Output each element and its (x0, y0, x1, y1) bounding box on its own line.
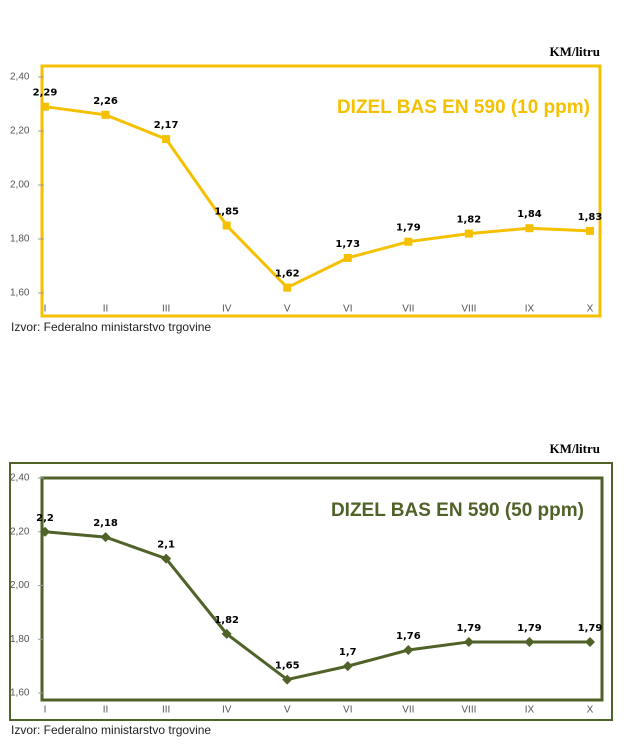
data-label: 1,73 (335, 239, 360, 250)
data-label: 2,26 (93, 96, 118, 107)
marker (41, 102, 49, 111)
x-tick-label: I (44, 705, 47, 716)
y-tick-label: 2,40 (10, 473, 30, 484)
x-tick-label: IX (525, 304, 535, 315)
source: Izvor: Federalno ministarstvo trgovine (11, 723, 211, 737)
marker (586, 226, 594, 235)
marker (221, 628, 232, 639)
data-label: 2,1 (157, 540, 175, 551)
data-label: 2,29 (33, 88, 58, 99)
chart-title: DIZEL BAS EN 590 (50 ppm) (331, 500, 584, 521)
data-label: 1,79 (517, 623, 542, 634)
data-label: 1,84 (517, 209, 542, 220)
y-tick-label: 1,60 (10, 688, 30, 699)
marker (403, 645, 414, 655)
data-label: 1,62 (275, 269, 300, 280)
marker (463, 636, 474, 647)
marker (161, 553, 172, 564)
x-tick-label: III (162, 304, 170, 315)
source: Izvor: Federalno ministarstvo trgovine (11, 320, 211, 334)
outer-frame (9, 462, 613, 721)
data-label: 2,17 (154, 120, 179, 131)
marker (283, 283, 292, 292)
unit-label: KM/litru (549, 441, 600, 456)
y-tick-label: 2,00 (10, 180, 30, 191)
marker (404, 237, 413, 246)
x-tick-label: VI (343, 705, 352, 716)
marker (524, 636, 535, 647)
data-label: 1,65 (275, 661, 300, 672)
marker (101, 110, 110, 119)
data-label: 1,7 (339, 647, 357, 658)
marker (100, 532, 111, 543)
x-tick-label: II (103, 304, 109, 315)
unit-label: KM/litru (549, 44, 600, 59)
line (44, 530, 590, 682)
marker (342, 661, 353, 672)
data-label: 1,79 (457, 623, 482, 634)
x-tick-label: VIII (461, 304, 476, 315)
x-tick-label: IX (525, 705, 535, 716)
y-tick-label: 2,00 (10, 580, 30, 591)
plot-frame (40, 64, 602, 318)
x-tick-label: I (44, 304, 47, 315)
data-label: 1,82 (214, 615, 239, 626)
y-tick-label: 1,80 (10, 234, 30, 245)
data-label: 2,2 (36, 513, 54, 524)
x-tick-label: V (284, 705, 291, 716)
x-tick-label: VII (402, 705, 414, 716)
x-tick-label: III (162, 705, 170, 716)
data-label: 1,82 (457, 215, 482, 226)
marker (282, 674, 293, 685)
x-tick-label: V (284, 304, 291, 315)
data-label: 1,85 (214, 207, 239, 218)
y-tick-label: 1,60 (10, 288, 30, 299)
marker (162, 135, 171, 144)
marker (525, 224, 534, 233)
y-tick-label: 2,20 (10, 526, 30, 537)
x-tick-label: IV (222, 705, 232, 716)
data-label: 1,83 (578, 212, 603, 223)
x-tick-label: IV (222, 304, 232, 315)
y-tick-label: 1,80 (10, 634, 30, 645)
x-tick-label: II (103, 705, 109, 716)
x-tick-label: VII (402, 304, 414, 315)
y-tick-label: 2,20 (10, 126, 30, 137)
plot-frame (40, 476, 604, 702)
x-tick-label: VIII (461, 705, 476, 716)
x-tick-label: X (587, 705, 594, 716)
data-label: 1,76 (396, 631, 421, 642)
marker (40, 526, 50, 537)
x-tick-label: X (587, 304, 594, 315)
marker (222, 221, 231, 230)
marker (343, 253, 352, 262)
marker (585, 636, 595, 647)
chart-title: DIZEL BAS EN 590 (10 ppm) (337, 97, 590, 118)
y-tick-label: 2,40 (10, 72, 30, 83)
x-tick-label: VI (343, 304, 352, 315)
data-label: 2,18 (93, 518, 118, 529)
data-label: 1,79 (578, 623, 603, 634)
marker (464, 229, 473, 238)
line (44, 105, 591, 290)
data-label: 1,79 (396, 223, 421, 234)
